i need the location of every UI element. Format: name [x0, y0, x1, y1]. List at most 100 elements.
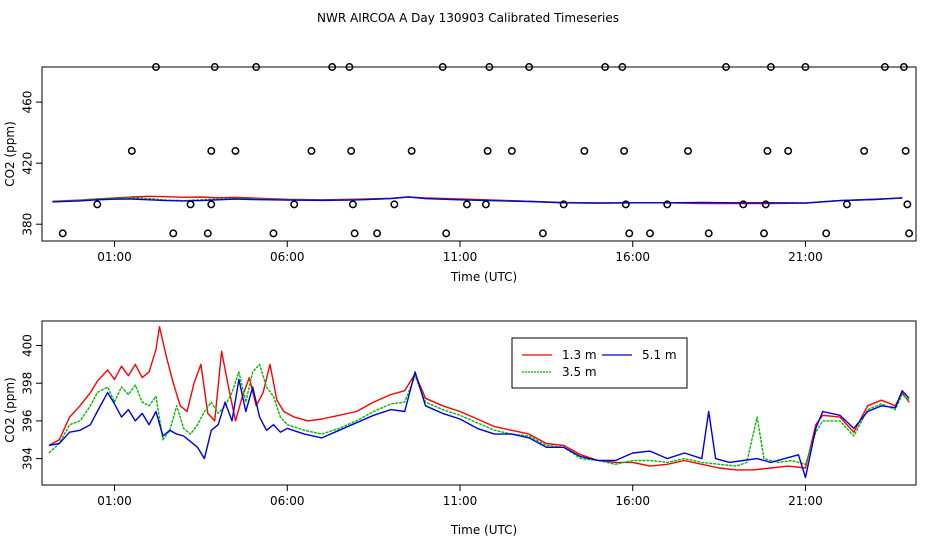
top-point — [618, 63, 627, 71]
top-point — [899, 63, 908, 71]
legend-label-5-1m: 5.1 m — [642, 348, 677, 362]
bottom-x-tick-label: 21:00 — [788, 494, 823, 508]
top-point — [438, 63, 447, 71]
top-x-axis: 01:00 06:00 11:00 16:00 21:00 — [97, 241, 823, 264]
top-point — [842, 200, 851, 209]
bottom-series-3-line — [48, 371, 910, 479]
top-point — [860, 146, 869, 155]
top-point — [345, 63, 354, 71]
bottom-x-axis: 01:00 06:00 11:00 16:00 21:00 — [97, 485, 823, 508]
bottom-y-tick-label: 396 — [21, 409, 35, 432]
top-x-tick-label: 21:00 — [788, 250, 823, 264]
top-point — [252, 63, 261, 71]
top-point — [348, 200, 357, 209]
top-point — [485, 63, 494, 71]
top-point — [601, 63, 610, 71]
bottom-x-tick-label: 06:00 — [270, 494, 305, 508]
top-panel: 01:00 06:00 11:00 16:00 21:00 380 420 460 Time… — [3, 63, 917, 284]
top-point — [186, 200, 195, 209]
bottom-plot-area — [48, 326, 910, 479]
legend: 1.3 m 5.1 m 3.5 m — [511, 337, 688, 389]
top-x-tick-label: 16:00 — [615, 250, 650, 264]
top-x-axis-label: Time (UTC) — [450, 270, 517, 284]
top-point — [507, 146, 516, 155]
top-point — [169, 229, 178, 238]
bottom-x-tick-label: 11:00 — [443, 494, 478, 508]
top-point — [210, 63, 219, 71]
top-point — [739, 200, 748, 209]
top-point — [328, 63, 337, 71]
top-point — [784, 146, 793, 155]
top-point — [350, 229, 359, 238]
top-point — [646, 229, 654, 238]
top-point — [290, 200, 299, 209]
top-point — [684, 146, 692, 155]
top-point — [390, 200, 399, 209]
bottom-y-axis-label: CO2 (ppm) — [3, 377, 17, 443]
top-point — [763, 146, 772, 155]
top-point — [442, 229, 451, 238]
bottom-series-2-line — [48, 363, 910, 467]
top-y-axis: 380 420 460 — [21, 91, 42, 236]
top-point — [722, 63, 730, 71]
top-point — [621, 200, 630, 209]
top-point — [407, 146, 416, 155]
top-point — [620, 146, 629, 155]
bottom-y-tick-label: 398 — [21, 372, 35, 395]
top-point — [538, 229, 547, 238]
bottom-series-1-line — [48, 326, 910, 471]
top-plot-frame — [41, 66, 917, 242]
top-point — [525, 63, 534, 71]
top-point — [462, 200, 471, 209]
top-point — [822, 229, 831, 238]
bottom-x-tick-label: 01:00 — [97, 494, 132, 508]
top-point — [766, 63, 775, 71]
top-point — [231, 146, 240, 155]
bottom-y-tick-label: 400 — [21, 334, 35, 357]
top-point — [269, 229, 278, 238]
top-point — [152, 63, 160, 71]
top-point — [203, 229, 212, 238]
top-point — [207, 146, 216, 155]
top-point — [58, 229, 67, 238]
figure-title: NWR AIRCOA A Day 130903 Calibrated Times… — [317, 11, 619, 25]
bottom-y-axis: 394 396 398 400 — [21, 334, 42, 470]
top-point — [307, 146, 316, 155]
bottom-panel: 01:00 06:00 11:00 16:00 21:00 394 396 398 400 T… — [3, 320, 917, 537]
top-y-tick-label: 420 — [21, 152, 35, 175]
bottom-plot-frame — [41, 320, 917, 486]
top-y-axis-label: CO2 (ppm) — [3, 121, 17, 187]
bottom-x-tick-label: 16:00 — [615, 494, 650, 508]
top-point — [625, 229, 634, 238]
legend-label-3-5m: 3.5 m — [562, 365, 597, 379]
top-point — [801, 63, 810, 71]
bottom-x-axis-label: Time (UTC) — [450, 523, 517, 537]
top-point — [580, 146, 589, 155]
top-x-tick-label: 06:00 — [270, 250, 305, 264]
top-point — [127, 146, 136, 155]
top-point — [373, 229, 382, 238]
top-x-tick-label: 01:00 — [97, 250, 132, 264]
top-point — [760, 229, 768, 238]
top-point — [880, 63, 889, 71]
legend-box — [511, 337, 688, 389]
top-point — [905, 229, 914, 238]
top-point — [93, 200, 102, 209]
top-plot-area — [52, 63, 914, 238]
top-point — [761, 200, 770, 209]
top-point — [559, 200, 568, 209]
bottom-y-tick-label: 394 — [21, 447, 35, 470]
top-x-tick-label: 11:00 — [443, 250, 478, 264]
top-series-3-line — [52, 196, 903, 204]
top-y-tick-label: 380 — [21, 213, 35, 236]
legend-label-1-3m: 1.3 m — [562, 348, 597, 362]
top-point — [704, 229, 713, 238]
top-y-tick-label: 460 — [21, 91, 35, 114]
top-point — [903, 200, 912, 209]
top-point — [663, 200, 672, 209]
top-point — [901, 146, 910, 155]
top-point — [481, 200, 490, 209]
top-point — [483, 146, 492, 155]
